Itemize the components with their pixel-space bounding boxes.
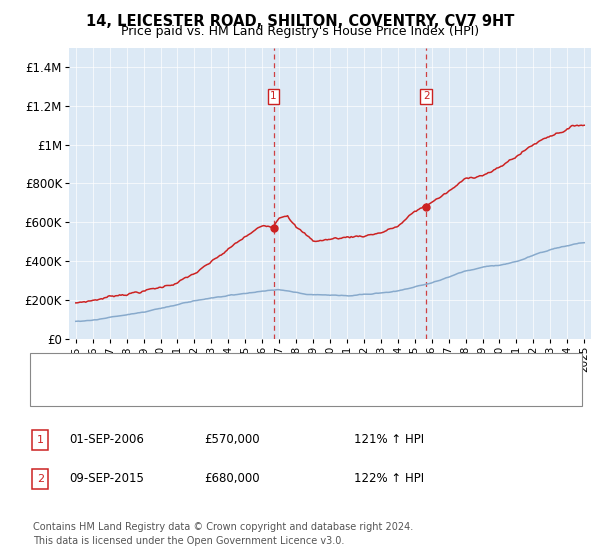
- Text: Contains HM Land Registry data © Crown copyright and database right 2024.
This d: Contains HM Land Registry data © Crown c…: [33, 522, 413, 546]
- Text: Price paid vs. HM Land Registry's House Price Index (HPI): Price paid vs. HM Land Registry's House …: [121, 25, 479, 38]
- Text: 122% ↑ HPI: 122% ↑ HPI: [354, 472, 424, 486]
- Text: 1: 1: [270, 91, 277, 101]
- Text: 09-SEP-2015: 09-SEP-2015: [69, 472, 144, 486]
- Text: £570,000: £570,000: [204, 433, 260, 446]
- Text: 121% ↑ HPI: 121% ↑ HPI: [354, 433, 424, 446]
- Text: 14, LEICESTER ROAD, SHILTON, COVENTRY, CV7 9HT: 14, LEICESTER ROAD, SHILTON, COVENTRY, C…: [86, 14, 514, 29]
- Text: 1: 1: [37, 435, 44, 445]
- Text: 2: 2: [37, 474, 44, 484]
- Text: £680,000: £680,000: [204, 472, 260, 486]
- Text: 2: 2: [423, 91, 430, 101]
- FancyBboxPatch shape: [30, 353, 582, 406]
- Text: 14, LEICESTER ROAD, SHILTON, COVENTRY, CV7 9HT (detached house): 14, LEICESTER ROAD, SHILTON, COVENTRY, C…: [71, 362, 459, 372]
- Text: 01-SEP-2006: 01-SEP-2006: [69, 433, 144, 446]
- FancyBboxPatch shape: [32, 430, 48, 450]
- FancyBboxPatch shape: [32, 469, 48, 489]
- Text: HPI: Average price, detached house, Rugby: HPI: Average price, detached house, Rugb…: [71, 386, 308, 396]
